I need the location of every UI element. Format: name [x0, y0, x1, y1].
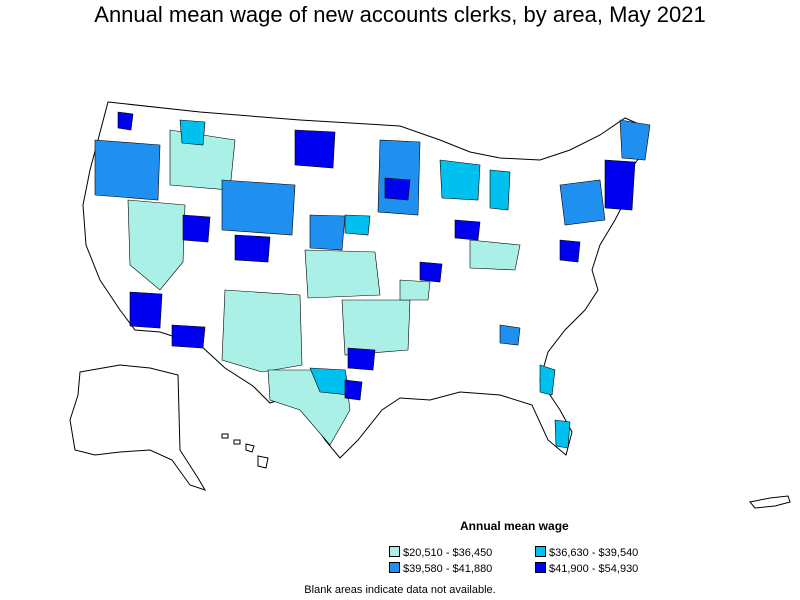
hawaii-islands	[221, 433, 269, 469]
legend-label-2: $36,630 - $39,540	[549, 547, 639, 559]
legend-item-1: $20,510 - $36,450	[389, 546, 492, 559]
region-light	[127, 129, 521, 446]
puerto-rico-outline	[749, 495, 791, 509]
region-dark	[117, 111, 636, 401]
region-medium	[94, 119, 651, 346]
legend-title: Annual mean wage	[460, 519, 569, 533]
legend-swatch-2	[535, 546, 546, 557]
footnote: Blank areas indicate data not available.	[304, 584, 496, 596]
alaska-outline	[69, 364, 207, 491]
legend-swatch-1	[389, 546, 400, 557]
legend-label-3: $39,580 - $41,880	[403, 563, 493, 575]
legend-label-4: $41,900 - $54,930	[549, 563, 639, 575]
legend-swatch-4	[535, 562, 546, 573]
legend-swatch-3	[389, 562, 400, 573]
legend-item-4: $41,900 - $54,930	[535, 562, 638, 575]
map-title: Annual mean wage of new accounts clerks,…	[94, 2, 706, 27]
legend-label-1: $20,510 - $36,450	[403, 547, 493, 559]
legend-item-2: $36,630 - $39,540	[535, 546, 638, 559]
legend-item-3: $39,580 - $41,880	[389, 562, 492, 575]
